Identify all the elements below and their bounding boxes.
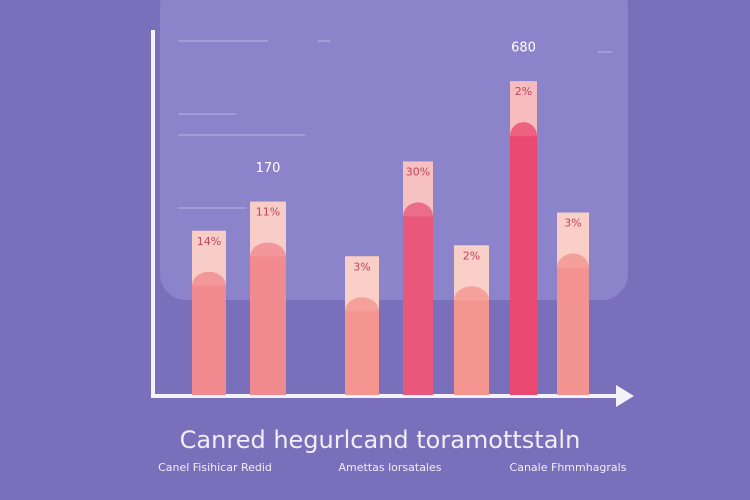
- annotation: 680: [511, 41, 536, 56]
- bar-label: 3%: [564, 217, 581, 230]
- group-label: Canel Fisihicar Redid: [158, 461, 272, 474]
- bar-label: 2%: [515, 85, 532, 98]
- bar-glow: [345, 297, 379, 326]
- chart-title: Canred hegurlcand toramottstaln: [180, 426, 581, 454]
- bar-label: 3%: [353, 260, 370, 273]
- group-label: Amettas lorsatales: [339, 461, 442, 474]
- bar-glow: [192, 271, 226, 300]
- bar-label: 14%: [197, 235, 221, 248]
- bar-glow: [454, 286, 489, 315]
- annotation: 170: [256, 161, 281, 176]
- bar-label: 30%: [406, 165, 430, 178]
- bar-label: 2%: [463, 249, 480, 262]
- bar-glow: [510, 122, 537, 151]
- bar-glow: [403, 202, 433, 231]
- group-label: Canale Fhmmhagrals: [510, 461, 627, 474]
- panel-lines: [178, 40, 612, 209]
- bar-glow: [557, 253, 589, 282]
- bar-glow: [250, 242, 286, 271]
- bar-label: 11%: [256, 206, 280, 219]
- axis-arrow: [616, 385, 634, 407]
